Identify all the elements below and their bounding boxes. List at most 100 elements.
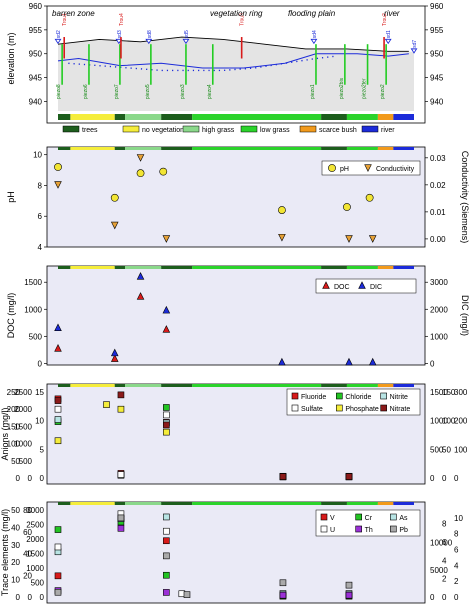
piezometer-label: piezo1 xyxy=(310,84,316,99)
anions-point xyxy=(163,428,170,436)
anions-point xyxy=(103,401,110,408)
anions-legend-label: Fluoride xyxy=(301,394,326,401)
anions-legend-marker xyxy=(336,404,343,412)
vegetation-legend-label: low grass xyxy=(260,127,290,134)
sd-label: sd5 xyxy=(184,30,190,38)
sd-marker xyxy=(54,38,62,45)
conductivity-point xyxy=(110,221,119,230)
vegetation-strip xyxy=(377,502,394,505)
sd-marker xyxy=(182,38,190,45)
trace-right-tick-label: 0 xyxy=(430,593,435,602)
trace-left-tick-label: 0 xyxy=(16,593,21,602)
anions-right-tick-label: 100 xyxy=(454,445,468,454)
vegetation-strip xyxy=(321,502,347,505)
trace-right-tick-label: 10000 xyxy=(430,539,453,548)
anions-right-tick-label: 0 xyxy=(430,474,435,483)
vegetation-bar-segment xyxy=(346,114,378,120)
anions-legend-marker xyxy=(291,404,299,412)
trace-legend-marker xyxy=(320,513,328,521)
doc-legend-marker xyxy=(322,281,330,289)
doc-right-tick-label: 0 xyxy=(430,359,435,368)
ph-point xyxy=(110,193,119,202)
anions-left-tick-label: 150 xyxy=(7,422,21,431)
anions-legend-label: Phosphate xyxy=(345,406,379,413)
doc-point xyxy=(54,344,62,352)
anions-right-tick-label: 500 xyxy=(430,445,444,454)
trace-right-tick-label: 4 xyxy=(454,561,459,570)
piezometer-label: piezo4 xyxy=(207,84,213,99)
trou-label: Trou2 xyxy=(382,13,388,26)
doc-point xyxy=(136,292,145,300)
vegetation-bar-segment xyxy=(58,114,71,120)
anions-point xyxy=(54,437,62,445)
vegetation-legend-label: trees xyxy=(82,127,98,134)
elev-left-tick-label: 955 xyxy=(29,26,43,35)
trace-point xyxy=(163,513,170,521)
trace-legend-label: As xyxy=(399,515,408,522)
anions-left-tick-label: 1500 xyxy=(14,422,32,431)
sd-label: sd1 xyxy=(386,30,392,38)
ph-right-tick-label: 0.02 xyxy=(430,181,446,190)
trace-left-tick-label: 80 xyxy=(23,506,32,515)
anions-point xyxy=(279,473,287,480)
trace-point xyxy=(163,552,170,560)
ph-point xyxy=(365,193,374,202)
vegetation-strip xyxy=(377,384,394,387)
anions-point xyxy=(117,391,125,399)
vegetation-strip xyxy=(114,266,126,269)
anions-left-tick-label: 10 xyxy=(35,417,44,426)
vegetation-strip xyxy=(393,384,414,387)
dic-point xyxy=(345,357,353,366)
trace-left-tick-label: 2000 xyxy=(26,535,44,544)
anions-right-tick-label: 200 xyxy=(454,417,468,426)
trace-point xyxy=(183,591,191,598)
trace-layer: 0500100015002000250030000204060800102030… xyxy=(0,502,463,602)
sd-label: sd7 xyxy=(412,40,418,48)
anions-legend-marker xyxy=(380,392,387,400)
ph-left-tick-label: 4 xyxy=(38,243,43,252)
sd-label: sd4 xyxy=(312,30,318,38)
elev-left-tick-label: 950 xyxy=(29,50,43,59)
vegetation-strip xyxy=(393,266,414,269)
vegetation-strip xyxy=(346,502,378,505)
trace-right-tick-label: 10 xyxy=(454,514,463,523)
anions-left-tick-label: 2000 xyxy=(14,405,32,414)
vegetation-strip xyxy=(70,266,115,269)
anions-right-tick-label: 0 xyxy=(442,474,447,483)
ph-ylabel: pH xyxy=(6,191,16,203)
vegetation-strip xyxy=(125,384,162,387)
vegetation-bar-segment xyxy=(114,114,126,120)
doc-point xyxy=(110,354,119,362)
vegetation-legend-swatch xyxy=(182,125,200,133)
anions-right-tick-label: 300 xyxy=(454,388,468,397)
trace-legend-marker xyxy=(320,525,328,533)
vegetation-bar-segment xyxy=(321,114,347,120)
vegetation-strip xyxy=(161,147,193,150)
vegetation-legend-swatch xyxy=(240,125,258,133)
vegetation-bar-segment xyxy=(192,114,322,120)
trou-label: Trou1 xyxy=(62,13,68,26)
sd-label: sd8 xyxy=(147,30,153,38)
trace-legend-marker xyxy=(355,525,362,533)
doc-ylabel: DOC (mg/l) xyxy=(6,293,16,339)
trace-point xyxy=(54,588,62,596)
anions-point xyxy=(163,421,170,429)
vegetation-legend-label: river xyxy=(381,127,395,134)
vegetation-strip xyxy=(192,502,322,505)
sd-label: sd2 xyxy=(56,30,62,38)
doc-legend-label: DOC xyxy=(334,284,350,291)
trace-left-tick-label: 30 xyxy=(11,541,20,550)
trace-legend-label: Cr xyxy=(365,515,373,522)
ph-layer: 4 6 8 10 pH 0.00 0.01 0.02 0.03 Conductivity (Sie… xyxy=(6,147,470,252)
anions-left-tick-label: 250 xyxy=(7,388,21,397)
vegetation-strip xyxy=(393,147,414,150)
trace-right-tick-label: 4 xyxy=(442,556,447,565)
ph-right-tick-label: 0.00 xyxy=(430,235,446,244)
trace-legend-label: Th xyxy=(365,527,373,534)
trace-legend-marker xyxy=(355,513,362,521)
ph-right-tick-label: 0.03 xyxy=(430,154,446,163)
vegetation-strip xyxy=(114,384,126,387)
trace-right-tick-label: 2 xyxy=(442,575,447,584)
doc-right-tick-label: 2000 xyxy=(430,305,448,314)
anions-right-tick-label: 1500 xyxy=(430,388,448,397)
